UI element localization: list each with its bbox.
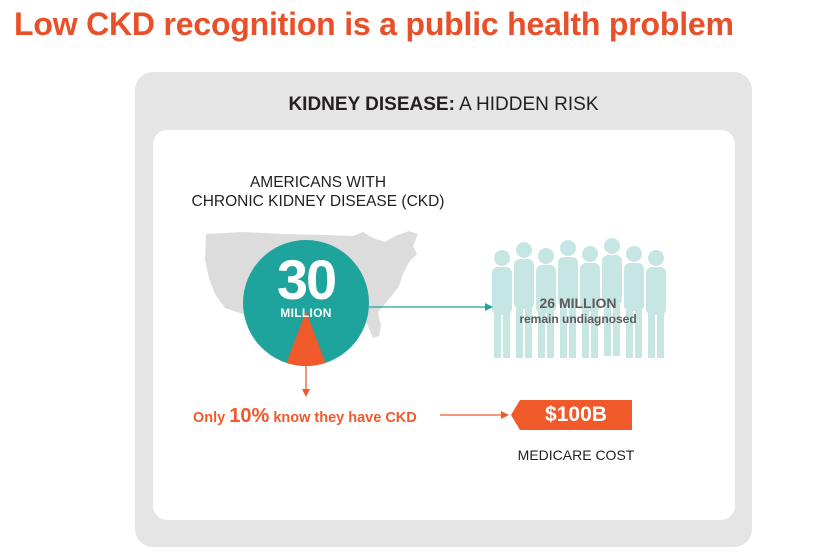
crowd-silhouette-icon (492, 238, 666, 358)
cost-badge: $100B (511, 400, 632, 430)
aware-wedge (286, 311, 326, 366)
undiagnosed-label: remain undiagnosed (519, 312, 637, 326)
total-unit: MILLION (280, 306, 332, 320)
heading-bold: KIDNEY DISEASE: (288, 94, 455, 115)
aware-prefix: Only (193, 410, 230, 426)
heading-rest: A HIDDEN RISK (454, 94, 599, 115)
ckd-total-circle (243, 240, 369, 366)
total-number: 30 (276, 248, 337, 311)
caption-line-2: CHRONIC KIDNEY DISEASE (CKD) (191, 193, 445, 210)
aware-percent: 10% (229, 405, 270, 427)
aware-statement: Only 10% know they have CKD (193, 405, 417, 428)
ckd-caption: AMERICANS WITH CHRONIC KIDNEY DISEASE (C… (153, 173, 483, 211)
total-circle-fill (243, 240, 369, 366)
aware-suffix: know they have CKD (269, 410, 417, 426)
infographic-panel: KIDNEY DISEASE: A HIDDEN RISK AMERICANS … (135, 72, 752, 547)
caption-line-1: AMERICANS WITH (249, 174, 387, 191)
slide-title: Low CKD recognition is a public health p… (14, 6, 734, 42)
arrow-down-icon (302, 364, 310, 397)
arrow-right-icon (440, 411, 509, 419)
infographic-card: AMERICANS WITH CHRONIC KIDNEY DISEASE (C… (153, 130, 735, 520)
undiagnosed-count: 26 MILLION (539, 295, 617, 311)
cost-label: MEDICARE COST (517, 447, 635, 463)
infographic-heading: KIDNEY DISEASE: A HIDDEN RISK (135, 94, 752, 116)
